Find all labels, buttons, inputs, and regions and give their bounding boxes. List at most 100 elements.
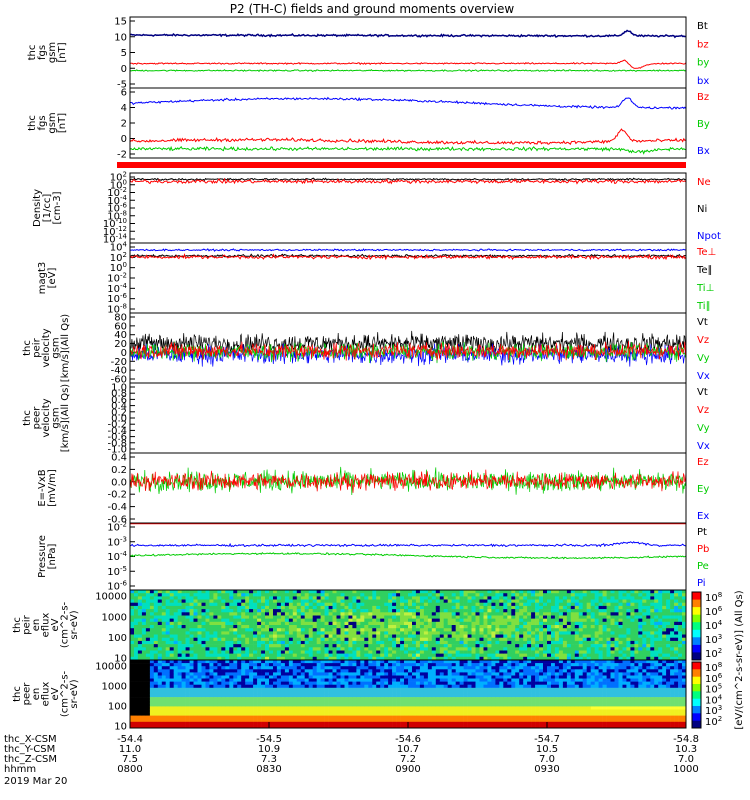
spec-cell bbox=[618, 640, 623, 645]
spec-cell bbox=[535, 602, 540, 607]
spec-cell bbox=[134, 709, 139, 713]
spec-cell bbox=[276, 663, 282, 667]
spec-cell bbox=[415, 647, 421, 651]
spec-cell bbox=[427, 666, 433, 670]
spec-cell bbox=[562, 612, 568, 616]
spec-cell bbox=[229, 621, 234, 626]
spec-cell bbox=[408, 647, 413, 651]
spec-cell bbox=[479, 628, 484, 632]
spec-cell bbox=[507, 653, 512, 658]
spec-cell bbox=[348, 675, 353, 679]
spec-cell bbox=[332, 628, 337, 632]
spec-cell bbox=[237, 602, 242, 607]
spec-cell bbox=[169, 721, 174, 726]
spec-cell bbox=[177, 697, 182, 701]
spec-cell bbox=[320, 675, 325, 679]
spec-cell bbox=[241, 672, 246, 676]
spec-cell bbox=[265, 621, 270, 626]
spec-cell bbox=[217, 703, 222, 707]
spec-cell bbox=[340, 687, 345, 692]
spec-cell bbox=[455, 593, 460, 597]
spec-cell bbox=[292, 706, 298, 710]
spec-cell bbox=[352, 687, 357, 692]
spec-cell bbox=[213, 712, 218, 716]
spec-cell bbox=[197, 709, 202, 713]
spec-cell bbox=[499, 647, 504, 651]
spec-cell bbox=[213, 660, 218, 664]
spec-cell bbox=[360, 678, 365, 682]
legend-Bx: Bx bbox=[697, 146, 710, 157]
spec-cell bbox=[638, 612, 643, 616]
spec-cell bbox=[344, 590, 349, 594]
spec-cell bbox=[209, 663, 214, 667]
spec-cell bbox=[543, 618, 548, 623]
spec-cell bbox=[372, 663, 377, 667]
spec-cell bbox=[495, 650, 500, 654]
spec-cell bbox=[209, 625, 214, 629]
spec-cell bbox=[400, 637, 405, 642]
spec-cell bbox=[288, 690, 294, 695]
spec-cell bbox=[412, 715, 417, 719]
spec-cell bbox=[134, 650, 139, 654]
spec-cell bbox=[233, 684, 238, 689]
spec-cell bbox=[674, 618, 679, 623]
spec-cell bbox=[324, 593, 329, 597]
spec-cell bbox=[586, 644, 591, 648]
spec-cell bbox=[312, 628, 317, 632]
spec-cell bbox=[284, 634, 290, 638]
spec-cell bbox=[130, 684, 135, 689]
spec-cell bbox=[137, 634, 143, 638]
spec-cell bbox=[451, 631, 456, 635]
spec-cell bbox=[316, 694, 321, 698]
spec-cell bbox=[205, 715, 210, 719]
spec-cell bbox=[423, 663, 429, 667]
spec-cell bbox=[622, 618, 627, 623]
spec-cell bbox=[582, 650, 587, 654]
spec-cell bbox=[280, 706, 286, 710]
spec-cell bbox=[451, 647, 456, 651]
spec-cell bbox=[348, 612, 353, 616]
spec-cell bbox=[221, 660, 226, 664]
spec-cell bbox=[308, 621, 313, 626]
spec-cell bbox=[634, 602, 639, 607]
spec-cell bbox=[332, 700, 337, 704]
spec-cell bbox=[308, 700, 313, 704]
spec-cell bbox=[392, 640, 397, 645]
spec-cell bbox=[161, 666, 167, 670]
spec-cell bbox=[253, 669, 258, 673]
spec-cell bbox=[177, 663, 182, 667]
spec-cell bbox=[562, 615, 568, 619]
spec-cell bbox=[225, 660, 230, 664]
spec-cell bbox=[372, 675, 377, 679]
spec-cell bbox=[134, 640, 139, 645]
spec-cell bbox=[578, 590, 584, 594]
spec-cell bbox=[376, 697, 381, 701]
spec-cell bbox=[209, 709, 214, 713]
spec-cell bbox=[495, 637, 500, 642]
spec-cell bbox=[193, 672, 198, 676]
spec-cell bbox=[300, 593, 306, 597]
spec-cell bbox=[288, 666, 294, 670]
spec-cell bbox=[209, 706, 214, 710]
spec-cell bbox=[328, 718, 333, 723]
spec-cell bbox=[344, 656, 349, 661]
spec-cell bbox=[368, 612, 373, 616]
spec-cell bbox=[225, 709, 230, 713]
spec-cell bbox=[205, 678, 210, 682]
spec-cell bbox=[141, 593, 147, 597]
spec-cell bbox=[415, 669, 421, 673]
spec-cell bbox=[479, 590, 484, 594]
spec-cell bbox=[185, 599, 190, 603]
spec-cell bbox=[419, 615, 425, 619]
spec-cell bbox=[253, 712, 258, 716]
spec-cell bbox=[408, 609, 413, 613]
spec-cell bbox=[320, 706, 325, 710]
spec-cell bbox=[380, 612, 385, 616]
spec-cell bbox=[153, 615, 159, 619]
spec-cell bbox=[610, 631, 615, 635]
spec-cell bbox=[368, 715, 373, 719]
y-tick-label: -20 bbox=[111, 357, 127, 368]
spec-cell bbox=[253, 694, 258, 698]
spec-cell bbox=[471, 590, 476, 594]
spec-cell bbox=[360, 712, 365, 716]
